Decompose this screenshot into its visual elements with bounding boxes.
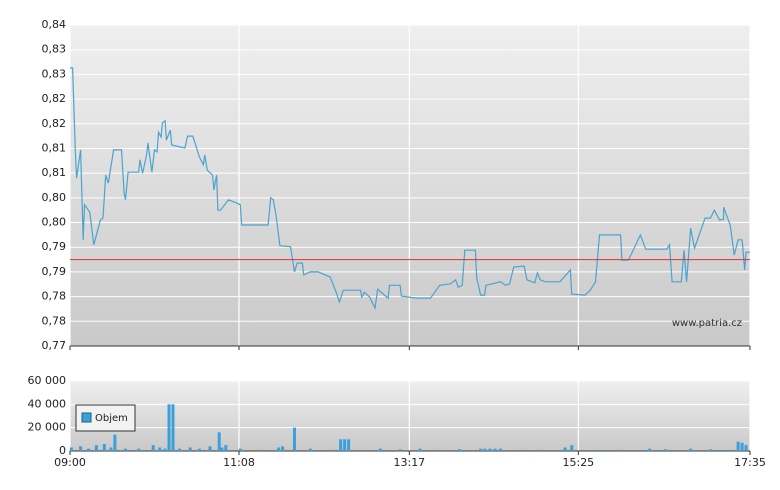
volume-bar (238, 448, 242, 451)
y-tick-label: 20 000 (28, 421, 67, 434)
legend-box (75, 404, 136, 432)
volume-bar (648, 448, 652, 451)
y-tick-label: 0,81 (42, 141, 67, 154)
volume-bar (123, 448, 127, 451)
y-tick-label: 0,84 (42, 18, 67, 31)
volume-bar (220, 447, 224, 451)
y-tick-label: 0,78 (42, 290, 67, 303)
volume-bar (663, 449, 667, 451)
volume-bar (708, 449, 712, 451)
legend-label: Objem (95, 413, 128, 424)
volume-bar (689, 448, 693, 451)
volume-bar (102, 444, 106, 451)
y-tick-label: 40 000 (28, 397, 67, 410)
plot-background (70, 381, 750, 451)
y-tick-label: 0,81 (42, 166, 67, 179)
volume-bar (224, 445, 228, 451)
volume-bar (398, 449, 402, 451)
volume-bar (137, 448, 141, 451)
volume-bar (258, 449, 262, 451)
y-tick-label: 0,77 (42, 339, 67, 352)
volume-bar (418, 448, 422, 451)
watermark: www.patria.cz (672, 318, 742, 329)
y-tick-label: 0,83 (42, 43, 67, 56)
volume-bar (518, 449, 522, 451)
volume-bar (167, 404, 171, 451)
volume-bar (736, 441, 740, 451)
volume-bar (619, 449, 623, 451)
price-line (70, 67, 750, 311)
volume-bar (538, 449, 542, 451)
y-tick-label: 0,82 (42, 117, 67, 130)
y-tick-label: 0,80 (42, 216, 67, 229)
x-tick-label: 13:17 (393, 456, 425, 469)
volume-bar (109, 447, 113, 451)
y-tick-label: 0 (59, 444, 66, 457)
volume-bar (79, 446, 83, 451)
x-tick-label: 17:35 (734, 456, 766, 469)
y-tick-label: 60 000 (28, 374, 67, 387)
y-tick-label: 0,80 (42, 191, 67, 204)
x-tick-label: 11:08 (223, 456, 255, 469)
volume-bar (94, 445, 98, 451)
volume-bar (728, 449, 732, 451)
y-tick-label: 0,78 (42, 314, 67, 327)
volume-bar (479, 448, 483, 451)
volume-bar (188, 447, 192, 451)
volume-bar (570, 445, 574, 451)
volume-bar (483, 448, 487, 451)
volume-bar (498, 448, 502, 451)
volume-bar (178, 448, 182, 451)
volume-bar (438, 449, 442, 451)
volume-bar (744, 445, 748, 451)
volume-bar (308, 448, 312, 451)
y-tick-label: 0,79 (42, 265, 67, 278)
volume-bar (86, 448, 90, 451)
volume-bar (151, 445, 155, 451)
volume-bar (158, 447, 162, 451)
volume-bar (563, 447, 567, 451)
volume-bar (458, 449, 462, 451)
volume-bar (292, 427, 296, 451)
plot-background (70, 25, 750, 346)
x-tick-label: 15:25 (562, 456, 594, 469)
y-tick-label: 0,83 (42, 67, 67, 80)
volume-bar (488, 448, 492, 451)
volume-bar (358, 449, 362, 451)
volume-bar (378, 448, 382, 451)
y-tick-label: 0,82 (42, 92, 67, 105)
volume-bar (113, 434, 117, 451)
volume-bar (208, 446, 212, 451)
volume-bar (343, 439, 347, 451)
volume-bar (277, 447, 281, 451)
volume-bar (328, 449, 332, 451)
volume-bar (171, 404, 175, 451)
volume-bar (163, 448, 167, 451)
volume-bar (339, 439, 343, 451)
volume-bar (281, 446, 285, 451)
volume-bar (217, 432, 221, 451)
volume-bar (197, 448, 201, 451)
legend: Objem (75, 404, 136, 432)
volume-bar (597, 449, 601, 451)
volume-bar (347, 439, 351, 451)
volume-bar (740, 442, 744, 451)
y-tick-label: 0,79 (42, 240, 67, 253)
legend-swatch (81, 412, 92, 423)
volume-bar (69, 447, 73, 451)
volume-bar (493, 448, 497, 451)
x-tick-label: 09:00 (54, 456, 86, 469)
